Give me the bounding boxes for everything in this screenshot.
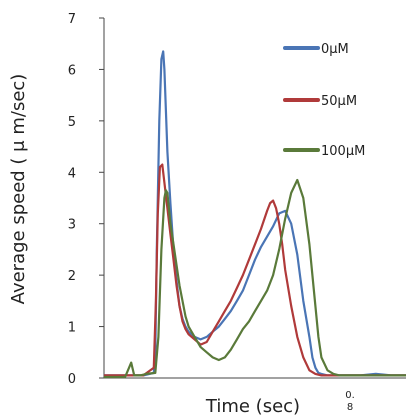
series-line-3 <box>104 178 406 379</box>
legend-label-1: 0μM <box>321 42 349 57</box>
x-tick-note-1: 0. <box>345 390 355 401</box>
series-lines <box>104 50 406 379</box>
legend-label-2: 50μM <box>321 94 357 109</box>
series-line-2 <box>104 163 406 377</box>
y-ticks: 0 1 2 3 4 5 6 7 <box>68 12 104 387</box>
axes <box>103 18 406 379</box>
y-tick-label: 0 <box>68 372 76 387</box>
legend-label-3: 100μM <box>321 144 365 159</box>
y-tick-label: 1 <box>68 321 76 336</box>
y-tick-label: 7 <box>68 12 76 27</box>
y-tick-label: 5 <box>68 115 76 130</box>
legend: 0μM 50μM 100μM <box>283 42 365 159</box>
y-tick-label: 3 <box>68 218 76 233</box>
series-line-1 <box>104 50 406 377</box>
x-tick-note-2: 8 <box>347 402 353 413</box>
y-tick-label: 6 <box>68 63 76 78</box>
y-tick-label: 2 <box>68 269 76 284</box>
y-axis-label: Average speed ( μ m/sec) <box>8 74 29 305</box>
x-axis-label: Time (sec) <box>205 396 300 417</box>
y-tick-label: 4 <box>68 166 76 181</box>
